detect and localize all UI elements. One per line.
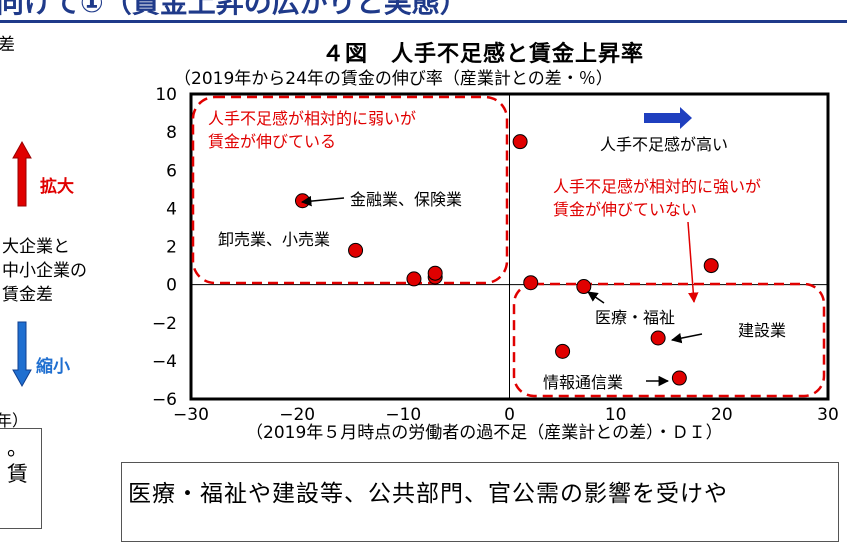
x-tick-label: −30 [173, 405, 209, 425]
weak-shortage-text-1: 人手不足感が相対的に弱いが [208, 109, 416, 128]
high-shortage-arrow-icon [644, 107, 692, 129]
x-tick-label: −20 [279, 405, 315, 425]
left-top-label: 差 [0, 35, 15, 55]
x-tick-label: 30 [817, 405, 839, 425]
data-point [671, 370, 687, 386]
data-point [406, 271, 422, 287]
construction-pointer [670, 332, 703, 344]
data-point [576, 279, 592, 295]
data-point [703, 258, 719, 274]
x-tick-label: 10 [605, 405, 627, 425]
header-band: 向けて①（賃金上昇の広がりと実態） [0, 0, 847, 23]
x-tick-label: 0 [504, 405, 515, 425]
expand-label: 拡大 [40, 177, 74, 197]
weak-shortage-region [191, 95, 509, 285]
strong-shortage-text-1: 人手不足感が相対的に強いが [553, 177, 761, 196]
medical-pointer [587, 291, 605, 304]
y-tick-label: 10 [155, 85, 177, 105]
label-construction: 建設業 [738, 321, 786, 340]
shrink-label: 縮小 [36, 357, 70, 377]
bottom-note-line-1: 医療・福祉や建設等、公共部門、官公需の影響を受けや [128, 481, 728, 507]
x-tick-label: 20 [711, 405, 733, 425]
y-tick-label: −4 [152, 352, 177, 372]
data-point [348, 242, 364, 258]
y-tick-label: 2 [166, 238, 177, 258]
label-medical: 医療・福祉 [595, 308, 675, 327]
page-title: 向けて①（賃金上昇の広がりと実態） [0, 0, 468, 19]
caption-line-3: 賃金差 [2, 285, 53, 305]
strong-shortage-text-2: 賃金が伸びていない [553, 200, 697, 219]
caption-line-1: 大企業と [2, 237, 70, 257]
left-box-line-2: 賃 [7, 462, 28, 486]
x-tick-label: −10 [385, 405, 421, 425]
y-tick-label: −2 [152, 314, 177, 334]
label-infocomm: 情報通信業 [543, 373, 623, 392]
data-point [555, 343, 571, 359]
y-tick-label: −6 [152, 390, 177, 410]
left-note-box: 。 賃 [0, 428, 42, 529]
high-shortage-label: 人手不足感が高い [600, 135, 728, 154]
data-point [523, 275, 539, 291]
finance-pointer [300, 195, 345, 207]
data-point [512, 134, 528, 150]
expand-arrow-icon [12, 140, 32, 207]
left-box-line-1: 。 [7, 436, 28, 460]
caption-line-2: 中小企業の [2, 261, 87, 281]
bottom-note-box: 医療・福祉や建設等、公共部門、官公需の影響を受けや [121, 462, 839, 542]
weak-shortage-text-2: 賃金が伸びている [208, 132, 336, 151]
chart-title: ４図 人手不足感と賃金上昇率 [322, 42, 645, 67]
label-finance: 金融業、保険業 [350, 190, 462, 209]
y-tick-label: 6 [166, 161, 177, 181]
x-axis-title: （2019年５月時点の労働者の過不足（産業計との差）・ＤＩ） [246, 423, 723, 443]
y-tick-label: 4 [166, 199, 177, 219]
year-fragment: 年） [0, 411, 29, 430]
data-point [650, 330, 666, 346]
y-tick-label: 8 [166, 123, 177, 143]
label-wholesale: 卸売業、小売業 [218, 230, 330, 249]
shrink-arrow-icon [12, 321, 32, 388]
y-tick-label: 0 [166, 276, 177, 296]
data-point [427, 265, 443, 281]
strong-shortage-region [512, 282, 826, 398]
chart-subtitle: （2019年から24年の賃金の伸び率（産業計との差・％） [174, 69, 613, 89]
strong-shortage-arrow [687, 221, 699, 304]
